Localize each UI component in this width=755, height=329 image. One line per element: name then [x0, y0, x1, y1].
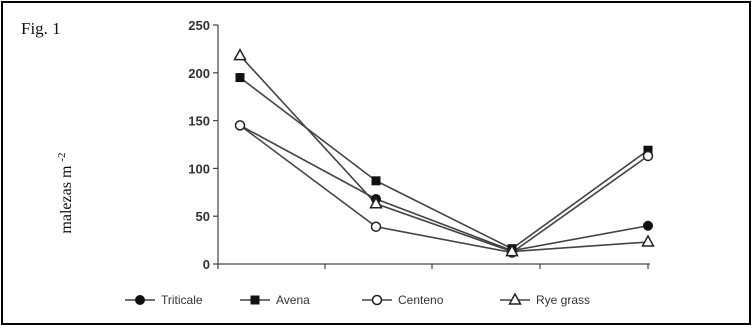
series-1-point	[643, 220, 653, 231]
y-tick-label: 200	[188, 66, 210, 81]
figure-label: Fig. 1	[21, 19, 61, 38]
legend-marker-2	[250, 295, 260, 305]
series-line-3	[239, 124, 649, 254]
legend-label-1: Triticale	[161, 293, 203, 307]
legend-label-3: Centeno	[398, 293, 444, 307]
series-line-2	[239, 76, 649, 250]
series-4-point	[233, 48, 247, 61]
series-2-point	[371, 176, 381, 186]
y-tick-label: 0	[203, 257, 210, 272]
series-4-point	[641, 234, 655, 247]
y-tick-label: 100	[188, 161, 210, 176]
series-4-point	[505, 244, 519, 257]
series-3-point	[370, 221, 382, 232]
legend-label-2: Avena	[276, 293, 310, 307]
series-3-point	[234, 120, 246, 131]
legend-marker-3	[371, 294, 383, 306]
legend-marker-4	[508, 292, 522, 305]
series-4-point	[369, 196, 383, 209]
legend-label-4: Rye grass	[536, 293, 590, 307]
y-tick-label: 50	[196, 209, 210, 224]
series-2-point	[235, 73, 245, 83]
series-line-4	[239, 55, 649, 253]
figure-frame: Fig. 1 malezas m -2	[1, 1, 751, 325]
y-tick-label: 250	[188, 18, 210, 33]
series-line-1	[239, 124, 649, 252]
legend-marker-1	[135, 295, 145, 305]
y-tick-label: 150	[188, 114, 210, 129]
series-3-point	[642, 150, 654, 162]
